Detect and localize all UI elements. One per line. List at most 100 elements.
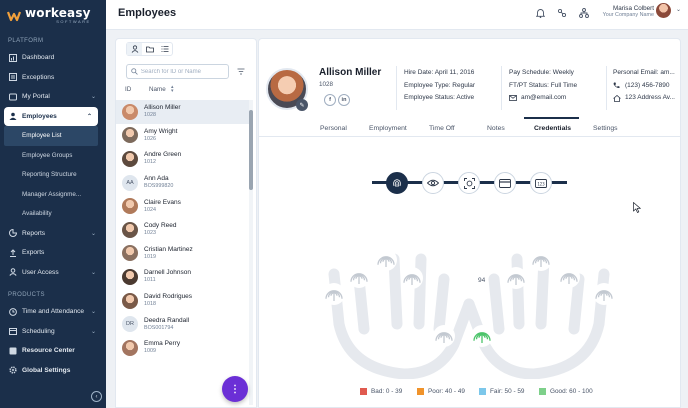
sidebar-item-label: Employees bbox=[22, 112, 57, 120]
employee-row-name: Andre Green bbox=[144, 151, 182, 159]
list-view-icon[interactable] bbox=[157, 43, 172, 55]
sidebar-item-exports[interactable]: Exports bbox=[0, 243, 106, 263]
hierarchy-icon[interactable] bbox=[578, 7, 590, 19]
employee-type: Employee Type: Regular bbox=[404, 81, 476, 89]
user-access-icon bbox=[8, 268, 17, 277]
employee-row[interactable]: David Rodrigues 1018 bbox=[116, 289, 250, 313]
sidebar-item-reports[interactable]: Reports ⌄ bbox=[0, 224, 106, 244]
search-input[interactable] bbox=[140, 68, 228, 75]
card-method-button[interactable] bbox=[494, 172, 516, 194]
legend-swatch bbox=[539, 388, 546, 395]
employee-row[interactable]: AA Ann Ada BOS999820 bbox=[116, 171, 250, 195]
employee-row[interactable]: Amy Wright 1026 bbox=[116, 124, 250, 148]
sidebar-item-my-portal[interactable]: My Portal ⌄ bbox=[0, 87, 106, 107]
sidebar-subitem-employee-list[interactable]: Employee List bbox=[4, 126, 98, 146]
sidebar-item-dashboard[interactable]: Dashboard bbox=[0, 48, 106, 68]
employee-row[interactable]: Cristian Martinez 1019 bbox=[116, 242, 250, 266]
email-value[interactable]: am@email.com bbox=[521, 94, 567, 101]
sidebar-item-exceptions[interactable]: Exceptions bbox=[0, 68, 106, 88]
employee-row-id: 1023 bbox=[144, 230, 156, 237]
employee-row-text: Ann Ada BOS999820 bbox=[144, 175, 173, 190]
employee-row-text: Cristian Martinez 1019 bbox=[144, 246, 193, 261]
sidebar-subitem-availability[interactable]: Availability bbox=[22, 210, 52, 218]
avatar: AA bbox=[122, 174, 138, 191]
employee-row-id: BOS999820 bbox=[144, 183, 174, 190]
fingerprint-quality-score: 94 bbox=[478, 277, 486, 284]
edit-photo-button[interactable]: ✎ bbox=[296, 99, 308, 111]
collapse-sidebar-button[interactable]: ‹ bbox=[91, 391, 102, 402]
tab-employment[interactable]: Employment bbox=[369, 125, 407, 132]
tab-personal[interactable]: Personal bbox=[320, 125, 347, 132]
calendar-icon bbox=[8, 327, 17, 336]
right-index-fingerprint-slot[interactable] bbox=[505, 267, 527, 289]
folder-view-icon[interactable] bbox=[142, 43, 157, 55]
employee-row-name: Darnell Johnson bbox=[144, 269, 191, 277]
filter-button[interactable] bbox=[233, 64, 248, 79]
employee-row-name: Deedra Randall bbox=[144, 316, 190, 324]
card-icon bbox=[499, 178, 511, 188]
pin-method-button[interactable]: 123 bbox=[530, 172, 552, 194]
employee-row[interactable]: Darnell Johnson 1011 bbox=[116, 265, 250, 289]
employee-row[interactable]: Emma Perry 1009 bbox=[116, 336, 250, 360]
right-ring-fingerprint-slot[interactable] bbox=[558, 266, 580, 288]
scrollbar-thumb[interactable] bbox=[249, 110, 253, 190]
sidebar-item-employees[interactable]: Employees ⌃ bbox=[4, 106, 98, 126]
sidebar-item-resource-center[interactable]: Resource Center bbox=[0, 341, 106, 361]
sidebar-subitem-manager-assignments[interactable]: Manager Assignme... bbox=[22, 190, 82, 198]
left-index-fingerprint-slot[interactable] bbox=[401, 267, 423, 289]
employee-row[interactable]: DR Deedra Randall BOS001794 bbox=[116, 312, 250, 336]
logo[interactable]: workeasy SOFTWARE bbox=[0, 0, 106, 32]
sidebar-subitem-reporting-structure[interactable]: Reporting Structure bbox=[22, 171, 77, 179]
eye-method-button[interactable] bbox=[422, 172, 444, 194]
user-name[interactable]: Marisa Colbert bbox=[613, 5, 654, 12]
employee-row[interactable]: Cody Reed 1023 bbox=[116, 218, 250, 242]
sidebar-item-user-access[interactable]: User Access ⌄ bbox=[0, 263, 106, 283]
person-view-icon[interactable] bbox=[127, 43, 142, 55]
left-ring-fingerprint-slot[interactable] bbox=[348, 266, 370, 288]
left-thumb-fingerprint-slot[interactable] bbox=[433, 325, 455, 347]
right-pinky-fingerprint-slot[interactable] bbox=[593, 283, 615, 305]
sidebar-item-global-settings[interactable]: Global Settings bbox=[0, 361, 106, 381]
sidebar-subitem-employee-groups[interactable]: Employee Groups bbox=[22, 151, 73, 159]
face-method-button[interactable] bbox=[458, 172, 480, 194]
bell-icon[interactable] bbox=[534, 7, 546, 19]
chevron-down-icon[interactable]: ⌄ bbox=[675, 7, 681, 13]
employee-row[interactable]: Claire Evans 1024 bbox=[116, 194, 250, 218]
active-tab-indicator bbox=[524, 117, 579, 119]
list-scrollbar[interactable] bbox=[249, 100, 253, 405]
column-header-name[interactable]: Name bbox=[149, 86, 166, 93]
tab-notes[interactable]: Notes bbox=[487, 125, 505, 132]
chevron-down-icon: ⌄ bbox=[90, 328, 96, 335]
sort-icon[interactable]: ▴ ▾ bbox=[171, 84, 174, 94]
legend-bad: Bad: 0 - 39 bbox=[360, 388, 402, 395]
linkedin-icon[interactable]: in bbox=[338, 94, 350, 106]
employee-row[interactable]: Andre Green 1012 bbox=[116, 147, 250, 171]
more-actions-button[interactable]: ⋮ bbox=[222, 376, 248, 402]
right-middle-fingerprint-slot[interactable] bbox=[530, 249, 552, 271]
left-middle-fingerprint-slot[interactable] bbox=[375, 249, 397, 271]
avatar bbox=[122, 245, 138, 262]
tab-time-off[interactable]: Time Off bbox=[429, 125, 455, 132]
filter-icon bbox=[237, 68, 244, 75]
employee-row-id: 1024 bbox=[144, 206, 156, 213]
user-avatar[interactable] bbox=[656, 3, 671, 18]
facebook-icon[interactable]: f bbox=[324, 94, 336, 106]
avatar bbox=[122, 150, 138, 167]
tab-settings[interactable]: Settings bbox=[593, 125, 618, 132]
column-header-id[interactable]: ID bbox=[125, 86, 132, 93]
email-icon bbox=[509, 95, 517, 102]
right-thumb-fingerprint-slot[interactable] bbox=[471, 325, 493, 347]
logo-text: workeasy bbox=[25, 6, 91, 20]
tab-credentials[interactable]: Credentials bbox=[534, 125, 572, 132]
sidebar-item-scheduling[interactable]: Scheduling ⌄ bbox=[0, 322, 106, 342]
legend-poor: Poor: 40 - 49 bbox=[417, 388, 465, 395]
employee-row[interactable]: Allison Miller 1028 bbox=[116, 100, 250, 124]
ft-pt-status: FT/PT Status: Full Time bbox=[509, 81, 578, 89]
fingerprint-method-button[interactable] bbox=[386, 172, 408, 194]
left-pinky-fingerprint-slot[interactable] bbox=[323, 283, 345, 305]
org-switch-icon[interactable] bbox=[556, 7, 568, 19]
employee-row-id: 1019 bbox=[144, 253, 156, 260]
sidebar-item-time-attendance[interactable]: Time and Attendance ⌄ bbox=[0, 302, 106, 322]
